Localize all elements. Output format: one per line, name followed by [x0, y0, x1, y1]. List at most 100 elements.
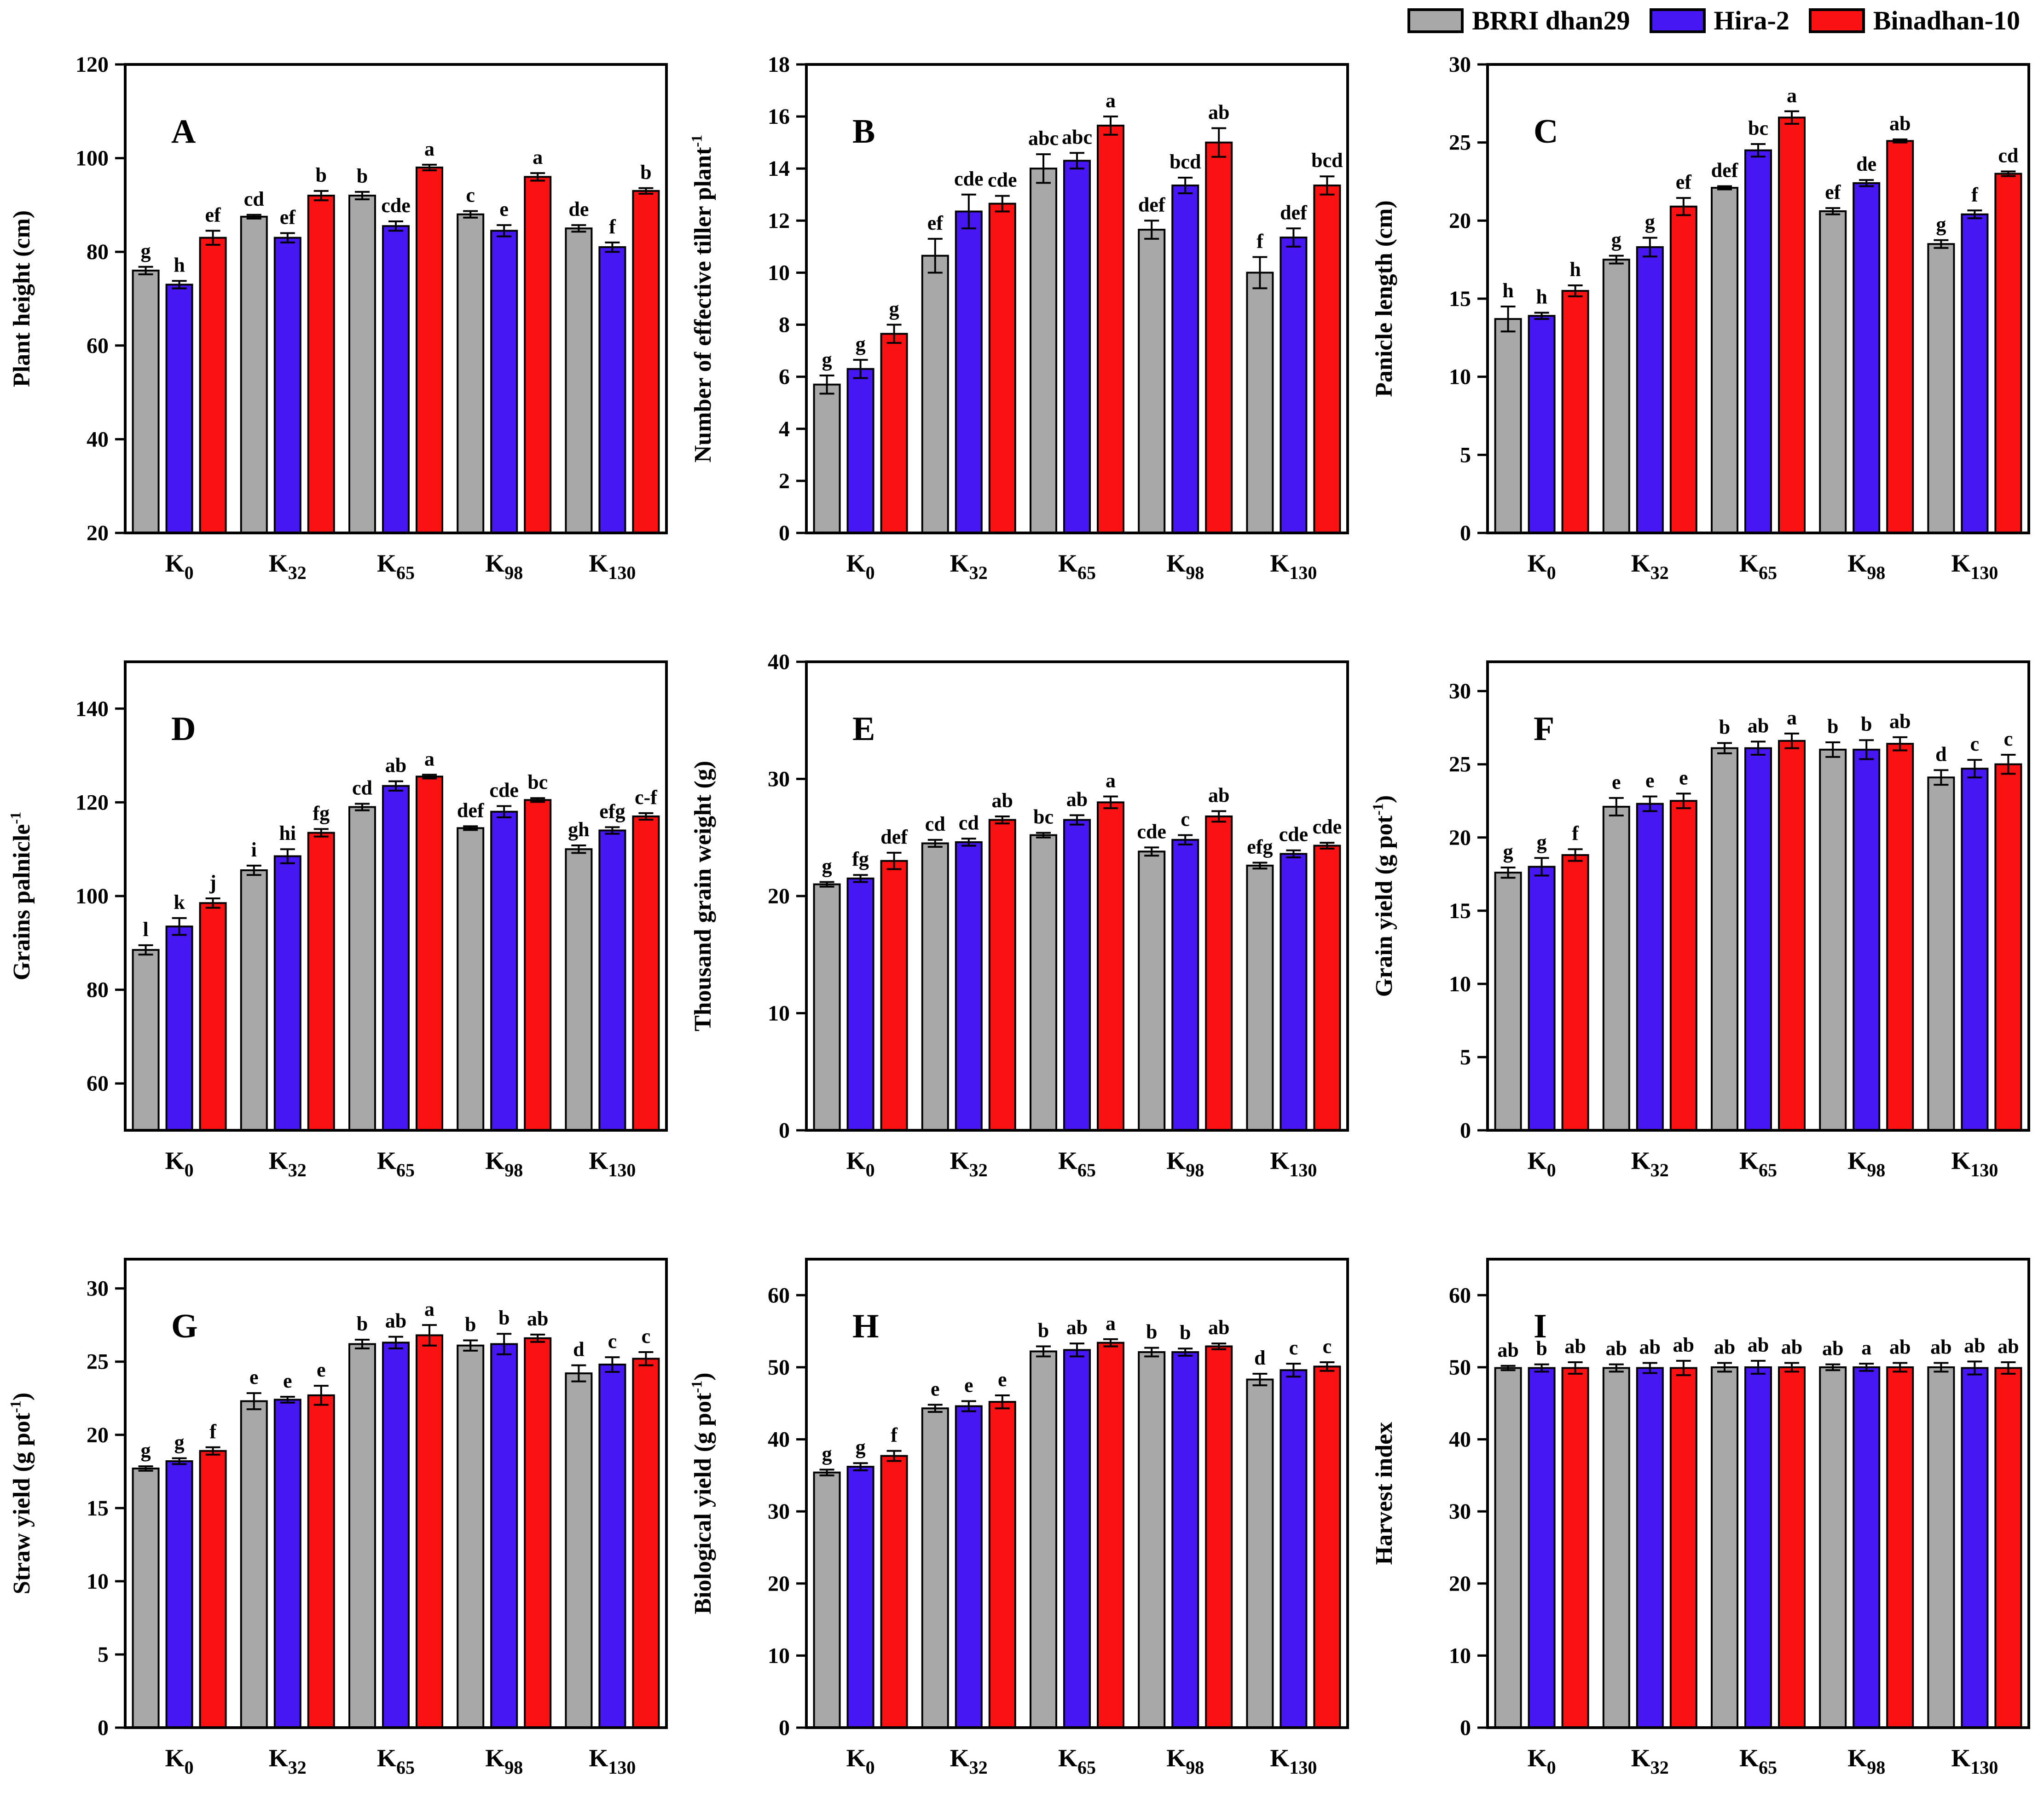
bar-hira-2	[1636, 1367, 1664, 1729]
significance-letter: ab	[1639, 1336, 1661, 1359]
bar-brri-dhan29	[1927, 776, 1955, 1132]
significance-letter: cd	[1998, 144, 2018, 167]
x-category-label: K98	[1847, 1147, 1885, 1180]
panel-h-biological-yield: 0 10 20 30 40 50 60 Biological yield (g pot-1) H…	[681, 1195, 1362, 1792]
x-category-label: K65	[1058, 1147, 1096, 1180]
x-category-label: K130	[1270, 1744, 1317, 1778]
svg-text:Panicle length (cm): Panicle length (cm)	[1371, 200, 1397, 397]
bar-binadhan-10	[307, 1394, 335, 1729]
bar-hira-2	[1280, 853, 1308, 1131]
svg-text:100: 100	[75, 146, 109, 171]
significance-letter: h	[1569, 258, 1581, 281]
panel-a-plant-height: 20 40 60 80 100 120 Plant height (cm) A K0 g h ef K3…	[0, 0, 681, 597]
significance-letter: g	[856, 333, 866, 355]
svg-text:10: 10	[1449, 1643, 1471, 1668]
bar-binadhan-10	[1313, 844, 1341, 1131]
svg-text:30: 30	[87, 1277, 109, 1301]
bar-hira-2	[846, 368, 874, 534]
legend: BRRI dhan29 Hira-2 Binadhan-10	[1407, 7, 2020, 34]
significance-letter: ab	[1889, 1336, 1911, 1359]
bar-hira-2	[382, 1342, 410, 1729]
chart-b-effective-tillers: 0 2 4 6 8 10 12 14 16 18 Number of effective tille…	[688, 52, 1349, 583]
svg-text:20: 20	[1449, 826, 1471, 850]
bar-binadhan-10	[1886, 743, 1914, 1131]
bar-brri-dhan29	[813, 1471, 841, 1729]
bar-brri-dhan29	[1819, 1366, 1847, 1729]
bar-hira-2	[1961, 768, 1989, 1131]
bar-hira-2	[955, 1405, 983, 1729]
svg-text:18: 18	[768, 52, 790, 77]
svg-text:20: 20	[87, 1423, 109, 1447]
bar-binadhan-10	[1994, 763, 2022, 1131]
svg-text:Grains palnicle-1: Grains palnicle-1	[7, 812, 35, 980]
svg-text:Plant height (cm): Plant height (cm)	[9, 210, 35, 387]
svg-text:0: 0	[779, 1118, 790, 1143]
svg-text:10: 10	[768, 1001, 790, 1026]
x-category-label: K32	[950, 549, 988, 583]
bar-binadhan-10	[1097, 801, 1124, 1131]
bar-hira-2	[1853, 182, 1881, 534]
svg-text:80: 80	[87, 978, 109, 1002]
significance-letter: a	[424, 138, 434, 160]
chart-d-grains-per-panicle: 60 80 100 120 140 Grains palnicle-1 D K0 l k j K32 i…	[7, 660, 668, 1180]
bar-hira-2	[1528, 315, 1556, 534]
x-category-label: K65	[1739, 549, 1777, 583]
bar-hira-2	[490, 810, 518, 1131]
x-category-label: K130	[1951, 1744, 1998, 1778]
svg-text:2: 2	[779, 469, 790, 493]
significance-letter: bcd	[1311, 149, 1343, 172]
significance-letter: ef	[1825, 181, 1841, 203]
significance-letter: g	[174, 1431, 185, 1454]
bar-binadhan-10	[1205, 141, 1233, 534]
significance-letter: b	[1536, 1337, 1547, 1360]
svg-text:6: 6	[779, 365, 790, 389]
x-category-label: K130	[1270, 549, 1317, 583]
panel-letter: D	[171, 710, 196, 748]
svg-text:5: 5	[98, 1643, 109, 1667]
significance-letter: a	[1106, 1312, 1116, 1335]
bar-binadhan-10	[1097, 1342, 1124, 1729]
significance-letter: a	[1106, 89, 1116, 112]
bar-brri-dhan29	[1819, 210, 1847, 534]
bar-hira-2	[1280, 237, 1308, 534]
bar-hira-2	[1636, 246, 1664, 534]
significance-letter: a	[1787, 84, 1797, 107]
significance-letter: c	[1181, 808, 1190, 831]
svg-text:60: 60	[87, 1071, 109, 1096]
svg-text:80: 80	[87, 240, 109, 264]
bar-binadhan-10	[988, 1401, 1016, 1729]
bar-binadhan-10	[1205, 815, 1233, 1131]
bar-binadhan-10	[1778, 116, 1806, 534]
bar-hira-2	[1063, 1349, 1091, 1729]
significance-letter: e	[964, 1374, 973, 1397]
significance-letter: g	[1503, 840, 1513, 863]
significance-letter: a	[1106, 769, 1116, 792]
significance-letter: g	[1645, 211, 1655, 233]
significance-letter: b	[498, 1307, 510, 1329]
bar-hira-2	[598, 829, 626, 1132]
significance-letter: ab	[1208, 784, 1229, 806]
bar-hira-2	[1528, 1367, 1556, 1729]
significance-letter: f	[609, 215, 616, 238]
bar-brri-dhan29	[132, 1467, 160, 1729]
significance-letter: b	[640, 161, 651, 184]
bar-binadhan-10	[988, 202, 1016, 534]
bar-binadhan-10	[1561, 290, 1589, 534]
significance-letter: b	[357, 165, 368, 187]
bar-brri-dhan29	[457, 827, 485, 1131]
significance-letter: g	[141, 1439, 151, 1462]
x-category-label: K65	[1058, 549, 1096, 583]
svg-text:40: 40	[768, 1428, 790, 1452]
bar-brri-dhan29	[921, 842, 949, 1131]
panel-letter: E	[852, 710, 875, 748]
significance-letter: def	[1280, 201, 1308, 224]
significance-letter: ab	[1066, 788, 1088, 810]
significance-letter: efg	[599, 800, 625, 822]
bar-binadhan-10	[880, 333, 908, 534]
significance-letter: h	[1502, 279, 1513, 302]
bar-hira-2	[1280, 1369, 1308, 1729]
bar-hira-2	[1853, 748, 1881, 1131]
significance-letter: i	[251, 839, 257, 861]
bar-binadhan-10	[199, 1450, 227, 1729]
